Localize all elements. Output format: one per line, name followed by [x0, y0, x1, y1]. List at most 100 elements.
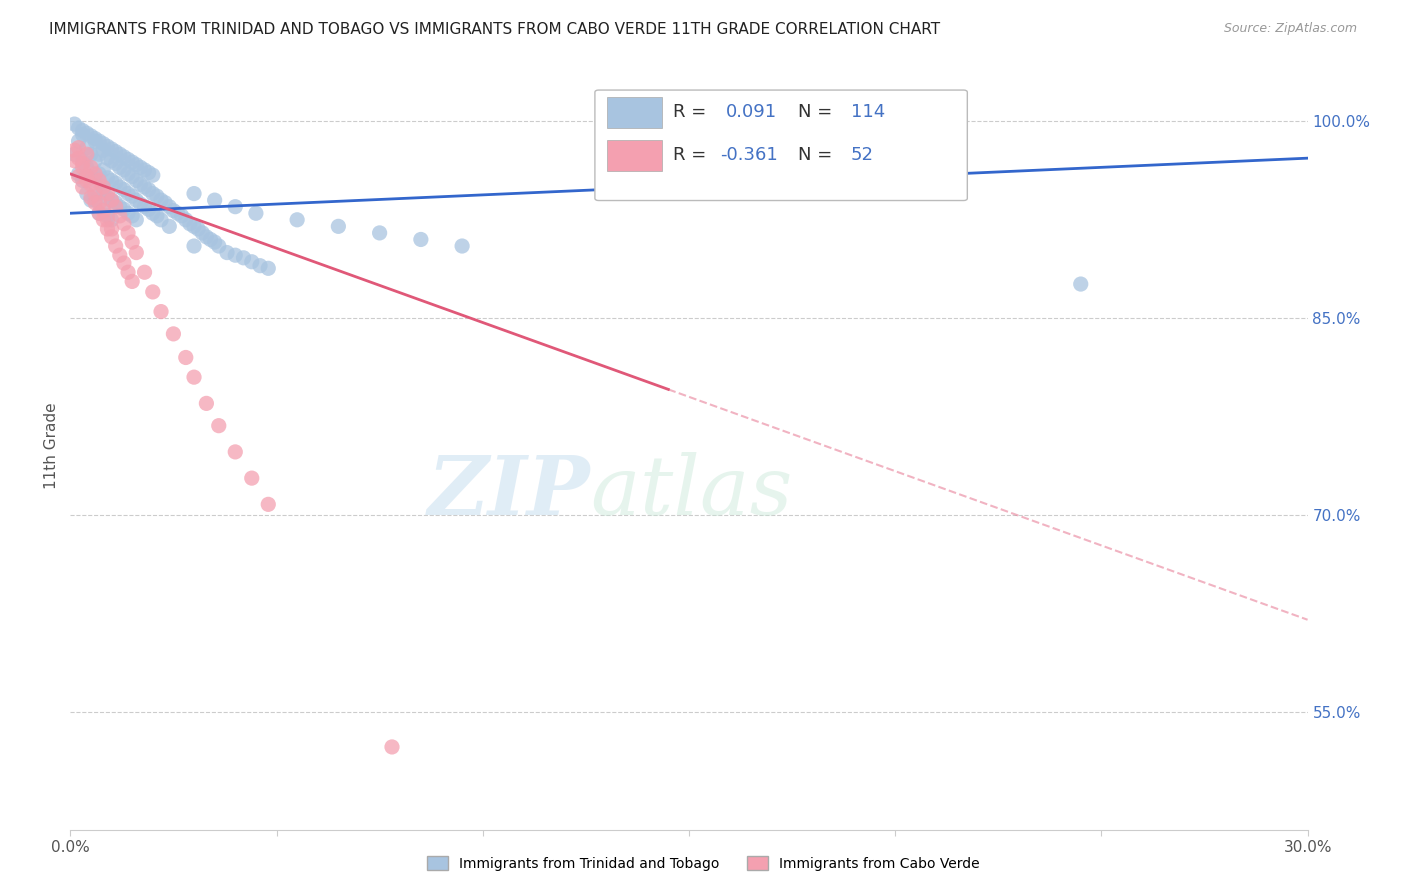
Text: N =: N = [797, 146, 838, 164]
Point [89, 206, 111, 220]
Point [89, 206, 111, 220]
Point [174, 351, 197, 365]
Point [89, 167, 111, 181]
Point [224, 248, 246, 262]
Point [80, 193, 103, 207]
Point [162, 326, 184, 341]
Point [142, 168, 165, 182]
Point [129, 161, 152, 175]
Point [76, 147, 98, 161]
Point [150, 212, 173, 227]
Point [166, 206, 188, 220]
Point [84, 131, 107, 145]
Point [63, 117, 86, 131]
Point [112, 150, 135, 164]
Point [179, 217, 201, 231]
Text: R =: R = [673, 103, 711, 121]
Point [72, 156, 94, 170]
Point [89, 186, 111, 201]
Text: Source: ZipAtlas.com: Source: ZipAtlas.com [1223, 22, 1357, 36]
Point [183, 239, 205, 253]
Point [153, 195, 176, 210]
Point [134, 180, 156, 194]
Point [134, 200, 156, 214]
Text: ZIP: ZIP [427, 452, 591, 532]
Point [195, 230, 218, 244]
Text: atlas: atlas [591, 452, 793, 532]
Point [142, 285, 165, 299]
Point [245, 206, 267, 220]
Point [104, 195, 127, 210]
Point [84, 186, 107, 201]
Point [157, 219, 180, 234]
Point [174, 212, 197, 227]
Point [121, 209, 143, 223]
Point [80, 161, 103, 175]
Point [100, 193, 122, 207]
Point [224, 200, 246, 214]
Point [67, 151, 90, 165]
Point [67, 121, 90, 136]
Point [84, 134, 107, 148]
Point [108, 200, 131, 214]
Point [104, 145, 127, 159]
Point [150, 193, 173, 207]
Point [76, 161, 98, 175]
Point [76, 173, 98, 187]
Point [84, 167, 107, 181]
Text: 0.091: 0.091 [725, 103, 778, 121]
Text: IMMIGRANTS FROM TRINIDAD AND TOBAGO VS IMMIGRANTS FROM CABO VERDE 11TH GRADE COR: IMMIGRANTS FROM TRINIDAD AND TOBAGO VS I… [49, 22, 941, 37]
Point [112, 202, 135, 217]
Point [84, 153, 107, 168]
FancyBboxPatch shape [607, 97, 662, 128]
Point [121, 189, 143, 203]
Point [117, 226, 139, 240]
Point [134, 163, 156, 178]
Point [285, 212, 308, 227]
Point [183, 186, 205, 201]
Point [91, 203, 114, 218]
Point [96, 190, 118, 204]
Point [125, 158, 148, 172]
Point [200, 232, 222, 246]
Point [249, 259, 271, 273]
Point [72, 180, 94, 194]
Point [146, 209, 169, 223]
Point [96, 209, 118, 223]
Point [96, 139, 118, 153]
Point [117, 206, 139, 220]
Point [108, 161, 131, 175]
Point [121, 275, 143, 289]
Point [96, 186, 118, 201]
Point [183, 370, 205, 384]
Text: 114: 114 [851, 103, 886, 121]
Point [409, 232, 432, 246]
Point [1070, 277, 1092, 291]
Point [80, 147, 103, 161]
Point [100, 222, 122, 236]
Point [91, 136, 114, 151]
Point [91, 180, 114, 194]
Point [96, 212, 118, 227]
Point [91, 202, 114, 217]
Point [224, 445, 246, 459]
Point [89, 173, 111, 187]
Point [195, 396, 218, 410]
Point [381, 739, 404, 754]
Point [215, 245, 238, 260]
Point [117, 265, 139, 279]
Point [108, 180, 131, 194]
Point [157, 200, 180, 214]
Point [72, 153, 94, 168]
Point [368, 226, 391, 240]
FancyBboxPatch shape [595, 90, 967, 201]
Point [67, 169, 90, 184]
Y-axis label: 11th Grade: 11th Grade [44, 402, 59, 490]
Point [204, 235, 226, 249]
Point [232, 251, 254, 265]
Point [80, 190, 103, 204]
Point [100, 193, 122, 207]
Point [63, 153, 86, 168]
Point [76, 141, 98, 155]
Point [125, 173, 148, 187]
